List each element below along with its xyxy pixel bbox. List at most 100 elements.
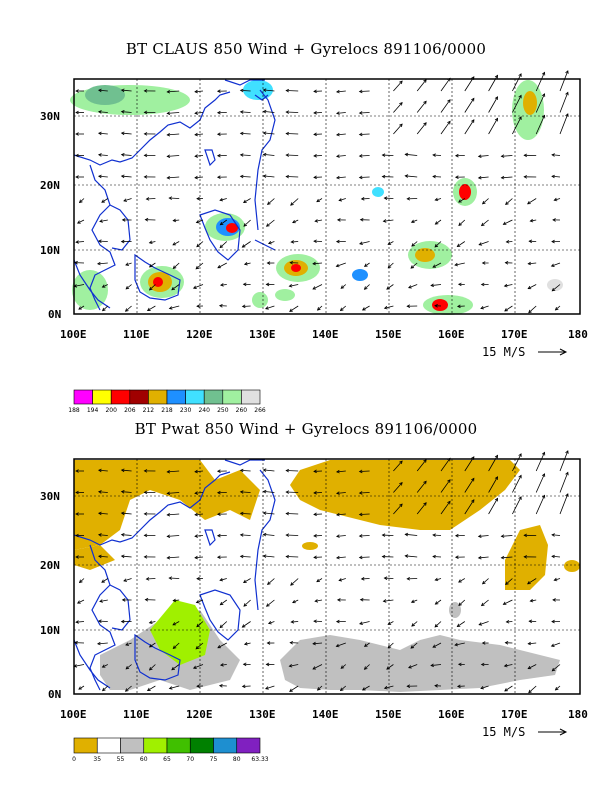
wind-vector [219,621,228,628]
wind-arrowhead [541,451,546,456]
wind-vector [527,198,537,205]
wind-arrowhead [171,286,175,291]
wind-vector [263,89,275,92]
wind-arrowhead [339,687,344,692]
wind-vector [265,305,275,310]
wind-arrowhead [313,239,317,244]
wind-arrowhead [505,619,510,624]
wind-arrowhead [504,261,509,265]
wind-arrowhead [239,511,244,516]
wind-vector [125,664,132,670]
wind-arrowhead [359,621,363,625]
wind-vector [97,262,108,265]
wind-vector [435,578,442,581]
colorbar-swatch [166,737,191,754]
wind-arrowhead [285,468,290,473]
wind-arrowhead [98,533,102,537]
wind-arrowhead [220,283,224,287]
wind-vector [393,482,403,493]
lon-label: 100E [60,708,87,721]
wind-arrowhead [239,468,244,473]
wind-arrowhead [75,555,79,559]
wind-arrowhead [143,89,148,93]
wind-arrowhead [550,263,555,267]
wind-arrowhead [98,153,102,157]
wind-vector [173,599,180,602]
wind-vector [98,512,108,515]
wind-arrowhead [239,131,244,136]
wind-arrowhead [194,111,198,115]
wind-vector [98,132,108,135]
wind-arrowhead [359,217,364,222]
wind-vector [512,73,522,92]
wind-arrowhead [266,641,271,645]
wind-arrowhead [194,89,198,94]
wind-arrowhead [423,100,427,105]
wind-vector [125,284,132,290]
wind-vector [167,470,180,473]
wind-vector [551,534,561,536]
wind-arrowhead [399,80,403,85]
wind-vector [384,685,394,689]
wind-arrowhead [541,114,546,119]
wind-vector [263,491,275,493]
wind-vector [173,219,180,222]
wind-vector [102,664,108,668]
wind-vector [362,685,370,691]
wind-arrowhead [216,555,221,559]
wind-vector [359,513,370,515]
wind-arrowhead [123,578,127,582]
wind-vector [195,642,204,650]
wind-arrowhead [143,490,148,495]
wind-arrowhead [148,644,153,648]
wind-arrowhead [285,490,290,494]
colorbar-swatch [73,389,93,405]
wind-arrowhead [411,623,415,627]
wind-vector [102,284,108,288]
wind-vector [263,132,275,135]
wind-arrowhead [314,219,319,223]
wind-vector [125,642,132,646]
wind-arrowhead [447,120,451,125]
wind-arrowhead [166,491,171,496]
wind-arrowhead [75,110,79,115]
wind-vector [336,155,346,157]
wind-vector [194,556,204,559]
wind-arrowhead [101,664,106,668]
wind-vector [121,555,132,558]
wind-vector [336,492,346,494]
wind-vector [359,556,370,558]
wind-arrowhead [166,512,171,517]
wind-arrowhead [456,304,461,309]
wind-vector [196,621,204,627]
wind-vector [77,219,85,224]
wind-vector [172,621,180,626]
wind-arrowhead [219,624,224,629]
wind-arrowhead [195,600,200,604]
wind-arrowhead [410,219,415,223]
wind-vector [240,111,251,113]
wind-vector [290,578,299,586]
wind-vector [478,176,489,179]
wind-vector [146,578,156,580]
wind-vector [383,219,394,222]
wind-arrowhead [527,261,532,266]
lat-label: 20N [40,179,60,192]
wind-arrowhead [242,282,247,287]
wind-vector [98,154,108,156]
wind-vector [503,599,513,605]
wind-vector [405,153,418,156]
wind-arrowhead [239,533,244,537]
wind-vector [528,685,537,694]
wind-arrowhead [101,307,106,312]
wind-arrowhead [481,641,486,645]
pwat-shading [74,460,580,692]
wind-vector [169,305,180,309]
wind-vector [336,112,346,114]
wind-vector [121,491,132,493]
wind-vector [504,664,513,667]
wind-vector [440,501,451,515]
wind-arrowhead [423,79,427,83]
wind-vector [194,492,204,494]
wind-arrowhead [383,196,388,200]
